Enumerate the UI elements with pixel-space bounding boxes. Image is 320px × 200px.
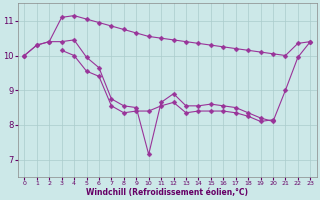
X-axis label: Windchill (Refroidissement éolien,°C): Windchill (Refroidissement éolien,°C) [86, 188, 248, 197]
